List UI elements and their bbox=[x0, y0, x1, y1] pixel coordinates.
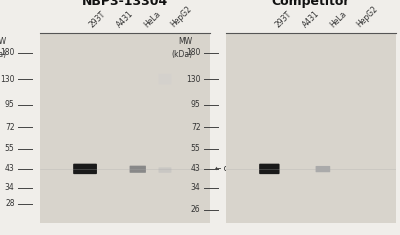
Text: (kDa): (kDa) bbox=[171, 50, 192, 59]
Text: MW: MW bbox=[178, 37, 192, 46]
FancyBboxPatch shape bbox=[259, 164, 280, 174]
FancyBboxPatch shape bbox=[130, 166, 146, 173]
Text: A431: A431 bbox=[301, 9, 321, 29]
Text: 34: 34 bbox=[5, 184, 14, 192]
Text: A431: A431 bbox=[115, 9, 135, 29]
Text: 180: 180 bbox=[186, 48, 200, 57]
Text: 72: 72 bbox=[5, 123, 14, 132]
Text: HeLa: HeLa bbox=[142, 9, 162, 29]
Text: 43: 43 bbox=[191, 164, 200, 173]
Text: 34: 34 bbox=[191, 184, 200, 192]
Text: ← c-Jun (phospho Ser73): ← c-Jun (phospho Ser73) bbox=[215, 164, 309, 173]
FancyBboxPatch shape bbox=[158, 167, 172, 173]
Text: 28: 28 bbox=[5, 199, 14, 208]
FancyBboxPatch shape bbox=[158, 74, 172, 85]
FancyBboxPatch shape bbox=[316, 166, 330, 172]
FancyBboxPatch shape bbox=[73, 164, 97, 174]
Text: 130: 130 bbox=[186, 75, 200, 84]
Text: 95: 95 bbox=[5, 100, 14, 109]
Text: MW: MW bbox=[0, 37, 6, 46]
Text: 55: 55 bbox=[191, 145, 200, 153]
Text: 130: 130 bbox=[0, 75, 14, 84]
Text: HeLa: HeLa bbox=[328, 9, 348, 29]
Text: 180: 180 bbox=[0, 48, 14, 57]
Text: 55: 55 bbox=[5, 145, 14, 153]
Text: HepG2: HepG2 bbox=[355, 4, 380, 29]
Text: (kDa): (kDa) bbox=[0, 50, 6, 59]
Text: 293T: 293T bbox=[274, 9, 294, 29]
Text: 26: 26 bbox=[191, 205, 200, 214]
Text: 43: 43 bbox=[5, 164, 14, 173]
Text: HepG2: HepG2 bbox=[169, 4, 194, 29]
Text: Competitor: Competitor bbox=[272, 0, 350, 8]
Text: 72: 72 bbox=[191, 123, 200, 132]
Text: 95: 95 bbox=[191, 100, 200, 109]
Text: 293T: 293T bbox=[88, 9, 108, 29]
Text: NBP3-13304: NBP3-13304 bbox=[82, 0, 168, 8]
